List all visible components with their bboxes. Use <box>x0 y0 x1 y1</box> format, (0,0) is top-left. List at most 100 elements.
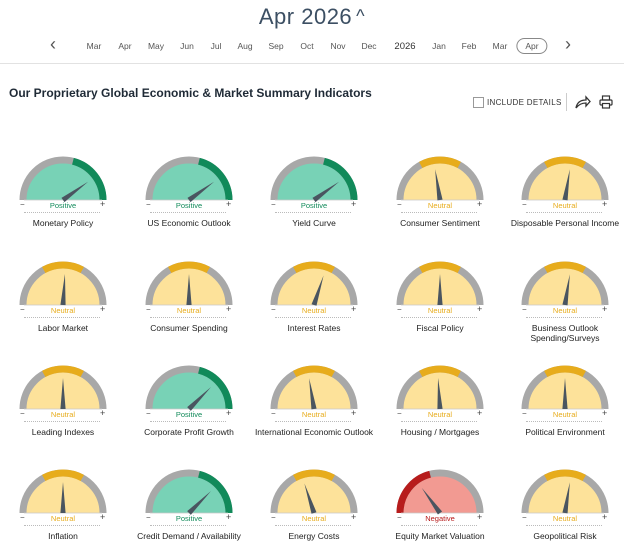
month-jan-11[interactable]: Jan <box>432 41 446 51</box>
scale-minus: − <box>522 305 527 314</box>
month-feb-12[interactable]: Feb <box>461 41 477 51</box>
gauge-status: Neutral <box>50 410 76 419</box>
scale-minus: − <box>20 305 25 314</box>
indicator-label[interactable]: International Economic Outlook <box>254 427 374 437</box>
scale-plus: + <box>226 408 232 418</box>
gauge-baseline <box>275 317 351 318</box>
month-mar-0[interactable]: Mar <box>86 41 102 51</box>
scale-minus: − <box>522 513 527 522</box>
gauge-baseline <box>526 525 602 526</box>
gauge-status: Neutral <box>552 306 578 315</box>
gauge-baseline <box>150 212 226 213</box>
indicator-label[interactable]: Consumer Spending <box>150 323 228 333</box>
scale-plus: + <box>226 304 232 314</box>
gauge-status: Positive <box>175 201 203 210</box>
indicator-label[interactable]: Business Outlook Spending/Surveys <box>530 323 600 343</box>
indicator-label[interactable]: Yield Curve <box>292 218 336 228</box>
gauge-baseline <box>275 212 351 213</box>
gauge-status: Positive <box>49 201 77 210</box>
gauge-status: Neutral <box>301 514 327 523</box>
include-details-checkbox[interactable] <box>473 97 484 108</box>
next-arrow-icon[interactable]: › <box>565 34 571 54</box>
scale-plus: + <box>226 199 232 209</box>
scale-plus: + <box>226 512 232 522</box>
indicator-label[interactable]: US Economic Outlook <box>147 218 231 228</box>
indicator-label[interactable]: Political Environment <box>525 427 605 437</box>
month-timeline: ‹ Mar Apr May Jun Jul Aug Sep Oct Nov Dec 2026 Jan F… <box>0 34 624 58</box>
month-nov-8[interactable]: Nov <box>330 41 346 51</box>
scale-plus: + <box>602 408 608 418</box>
gauge-icon <box>521 261 609 306</box>
scale-minus: − <box>146 305 151 314</box>
month-apr-1[interactable]: Apr <box>118 41 132 51</box>
gauge-status: Neutral <box>427 201 453 210</box>
indicator-label[interactable]: Disposable Personal Income <box>510 218 620 228</box>
month-aug-5[interactable]: Aug <box>237 41 253 51</box>
gauge-needle <box>60 378 66 409</box>
gauge-icon <box>19 365 107 410</box>
gauge-status: Negative <box>425 514 455 523</box>
gauge-status: Neutral <box>301 306 327 315</box>
gauge-needle <box>437 378 443 410</box>
scale-plus: + <box>351 304 357 314</box>
gauge-needle <box>562 274 570 306</box>
month-may-2[interactable]: May <box>147 41 165 51</box>
gauge-baseline <box>275 525 351 526</box>
scale-minus: − <box>146 409 151 418</box>
scale-minus: − <box>271 305 276 314</box>
indicator-label[interactable]: Fiscal Policy <box>416 323 464 333</box>
share-icon[interactable] <box>575 95 591 109</box>
header-title[interactable]: Apr 2026 ^ <box>0 4 624 30</box>
scale-plus: + <box>351 199 357 209</box>
gauge-status: Neutral <box>552 514 578 523</box>
gauge-icon <box>270 469 358 514</box>
gauge-baseline <box>401 525 477 526</box>
indicator-label[interactable]: Geopolitical Risk <box>533 531 597 541</box>
gauge-status: Neutral <box>176 306 202 315</box>
scale-plus: + <box>100 304 106 314</box>
prev-arrow-icon[interactable]: ‹ <box>50 34 56 54</box>
scale-plus: + <box>602 199 608 209</box>
month-mar-13[interactable]: Mar <box>492 41 508 51</box>
gauge-baseline <box>275 421 351 422</box>
gauge-needle <box>562 169 570 201</box>
scale-plus: + <box>351 408 357 418</box>
gauge-needle <box>435 169 443 201</box>
year-marker-2026: 2026 <box>394 41 416 52</box>
indicator-label[interactable]: Consumer Sentiment <box>400 218 480 228</box>
indicator-label[interactable]: Inflation <box>48 531 78 541</box>
month-sep-6[interactable]: Sep <box>268 41 284 51</box>
indicator-label[interactable]: Interest Rates <box>287 323 341 333</box>
indicator-label[interactable]: Energy Costs <box>288 531 340 541</box>
indicator-label[interactable]: Credit Demand / Availability <box>137 531 241 541</box>
gauge-needle <box>187 491 211 515</box>
indicator-label[interactable]: Equity Market Valuation <box>395 531 485 541</box>
scale-minus: − <box>20 513 25 522</box>
caret-up-icon[interactable]: ^ <box>356 6 366 26</box>
gauge-status: Neutral <box>552 410 578 419</box>
gauge-baseline <box>526 317 602 318</box>
month-oct-7[interactable]: Oct <box>300 41 314 51</box>
gauge-needle <box>562 482 570 514</box>
month-jul-4[interactable]: Jul <box>210 41 222 51</box>
gauge-icon <box>145 365 233 411</box>
month-dec-9[interactable]: Dec <box>361 41 377 51</box>
scale-minus: − <box>397 409 402 418</box>
gauge-baseline <box>24 421 100 422</box>
section-title: Our Proprietary Global Economic & Market… <box>9 86 372 100</box>
indicator-label[interactable]: Housing / Mortgages <box>400 427 480 437</box>
scale-minus: − <box>146 513 151 522</box>
indicator-label[interactable]: Labor Market <box>37 323 89 333</box>
indicator-label[interactable]: Monetary Policy <box>32 218 94 228</box>
include-details-toggle[interactable]: INCLUDE DETAILS <box>473 97 562 108</box>
scale-minus: − <box>271 513 276 522</box>
indicator-label[interactable]: Corporate Profit Growth <box>144 427 234 437</box>
scale-plus: + <box>477 304 483 314</box>
print-icon[interactable] <box>599 95 613 109</box>
indicator-label[interactable]: Leading Indexes <box>31 427 95 437</box>
month-jun-3[interactable]: Jun <box>180 41 194 51</box>
gauge-status: Neutral <box>427 410 453 419</box>
month-apr-14[interactable]: Apr <box>516 38 548 54</box>
scale-plus: + <box>100 512 106 522</box>
scale-minus: − <box>146 200 151 209</box>
